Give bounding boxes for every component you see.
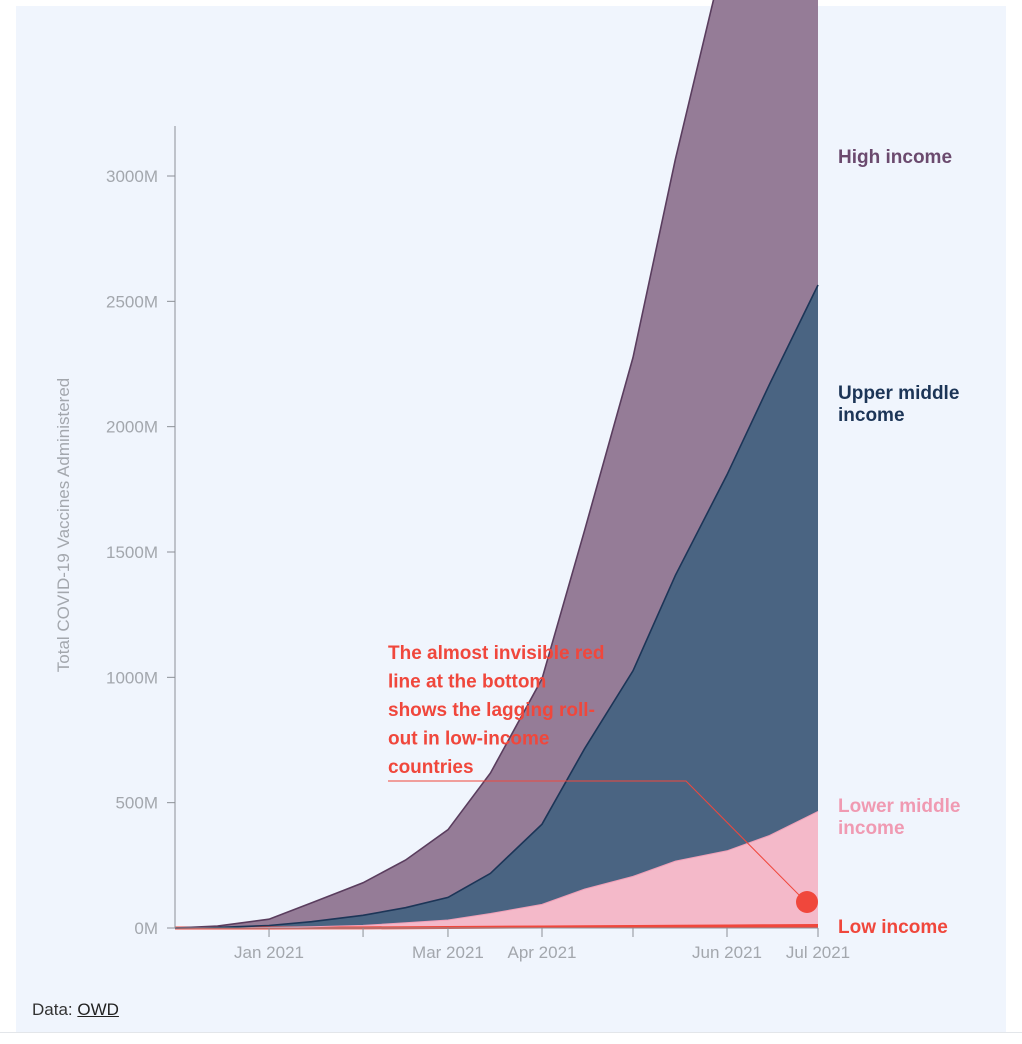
series-label-upper-middle-income: income	[838, 405, 905, 426]
y-tick-label: 0M	[134, 919, 158, 938]
y-tick-label: 2000M	[106, 418, 158, 437]
area-lower-middle-income	[175, 811, 818, 928]
annotation-marker	[796, 891, 818, 913]
source-note: Data: OWD	[32, 1000, 119, 1020]
annotation-text: shows the lagging roll-	[388, 700, 595, 721]
x-tick-label: Apr 2021	[507, 943, 576, 962]
series-label-low-income: Low income	[838, 917, 948, 938]
y-tick-label: 1500M	[106, 543, 158, 562]
series-label-lower-middle-income: income	[838, 818, 905, 839]
annotation-text: The almost invisible red	[388, 643, 604, 664]
y-axis-title: Total COVID-19 Vaccines Administered	[54, 378, 73, 672]
y-tick-label: 500M	[115, 794, 158, 813]
line-lower-middle-income	[174, 810, 819, 929]
x-tick-label: Jun 2021	[692, 943, 762, 962]
series-label-upper-middle-income: Upper middle	[838, 383, 959, 404]
source-link[interactable]: OWD	[77, 1000, 119, 1019]
series-label-high-income: High income	[838, 147, 952, 168]
y-tick-label: 3000M	[106, 167, 158, 186]
series-label-lower-middle-income: Lower middle	[838, 796, 960, 817]
source-prefix: Data:	[32, 1000, 73, 1019]
x-tick-label: Mar 2021	[412, 943, 484, 962]
line-high-income	[174, 0, 715, 929]
annotation-text: line at the bottom	[388, 672, 546, 693]
annotation-text: countries	[388, 757, 474, 778]
y-tick-label: 2500M	[106, 292, 158, 311]
x-tick-label: Jan 2021	[234, 943, 304, 962]
annotation-text: out in low-income	[388, 729, 550, 750]
annotation-leader-line	[388, 780, 807, 903]
area-upper-middle-income	[175, 285, 818, 928]
y-tick-label: 1000M	[106, 668, 158, 687]
line-upper-middle-income	[174, 284, 819, 929]
x-tick-label: Jul 2021	[786, 943, 850, 962]
bottom-divider	[0, 1032, 1022, 1033]
area-high-income	[175, 0, 818, 928]
